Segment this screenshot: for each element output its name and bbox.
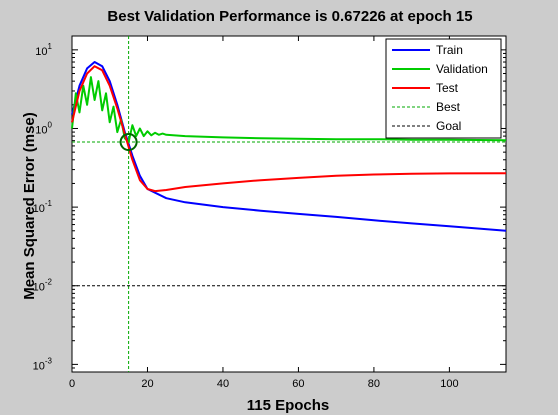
y-tick-base: 10 xyxy=(33,203,45,215)
x-tick-label: 40 xyxy=(217,378,229,390)
legend: Train Validation Test Best Goal xyxy=(385,38,502,139)
series-line-test xyxy=(71,65,507,193)
y-tick-exponent: -2 xyxy=(45,278,53,287)
y-tick-label: 10-3 xyxy=(33,356,53,372)
best-marker xyxy=(119,133,138,152)
reference-lines xyxy=(72,36,506,372)
legend-label-test: Test xyxy=(436,81,459,95)
x-tick-labels: 0 20 40 60 80 100 xyxy=(69,378,459,390)
x-tick-label: 20 xyxy=(141,378,153,390)
y-tick-exponent: -1 xyxy=(45,199,53,208)
legend-label-goal: Goal xyxy=(436,119,461,133)
y-tick-exponent: 1 xyxy=(48,42,53,51)
y-tick-label: 100 xyxy=(35,120,52,136)
x-tick-label: 0 xyxy=(69,378,75,390)
x-tick-label: 80 xyxy=(368,378,380,390)
series-lines xyxy=(71,61,507,232)
legend-label-best: Best xyxy=(436,100,461,114)
x-tick-label: 60 xyxy=(292,378,304,390)
y-tick-base: 10 xyxy=(35,46,47,58)
y-tick-label: 10-1 xyxy=(33,199,53,215)
y-tick-exponent: -3 xyxy=(45,356,53,365)
x-tick-label: 100 xyxy=(440,378,458,390)
best-point-circle xyxy=(119,133,138,152)
y-tick-label: 10-2 xyxy=(33,278,53,294)
y-tick-base: 10 xyxy=(33,360,45,372)
legend-label-validation: Validation xyxy=(436,62,488,76)
series-line-validation xyxy=(71,76,507,143)
legend-label-train: Train xyxy=(436,43,463,57)
y-tick-base: 10 xyxy=(35,124,47,136)
y-tick-exponent: 0 xyxy=(48,120,53,129)
y-tick-base: 10 xyxy=(33,282,45,294)
axis-ticks xyxy=(71,36,506,373)
chart-title: Best Validation Performance is 0.67226 a… xyxy=(107,8,472,25)
x-axis-label: 115 Epochs xyxy=(247,397,330,414)
y-tick-label: 101 xyxy=(35,42,52,58)
y-axis-label: Mean Squared Error (mse) xyxy=(21,112,38,300)
